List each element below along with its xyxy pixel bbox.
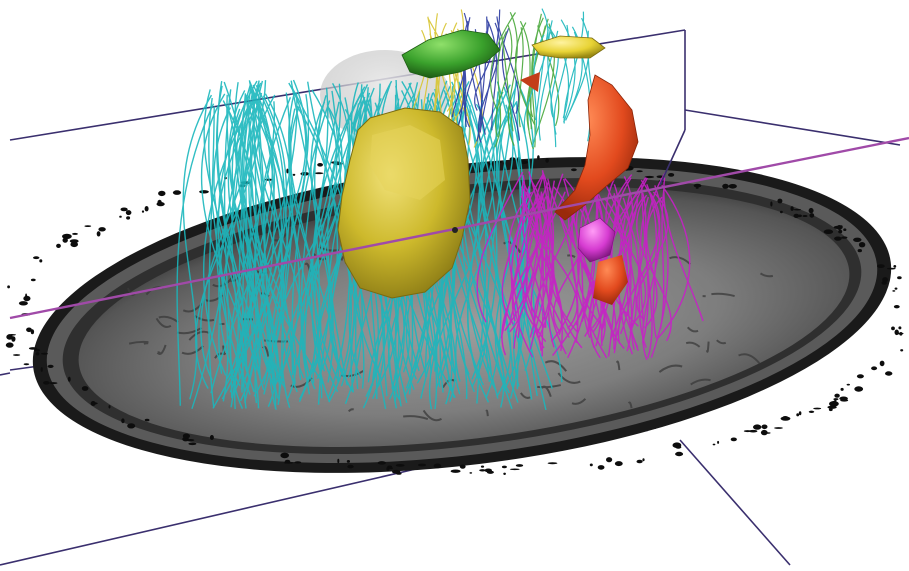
yellow-structure <box>531 35 606 59</box>
magenta-structure <box>577 217 616 263</box>
red-structure-small <box>593 255 628 305</box>
green-structure <box>401 29 501 79</box>
bounding-box-front <box>0 129 686 376</box>
tumor-facet <box>370 125 445 200</box>
red-structure <box>554 74 639 221</box>
red-arrow <box>520 72 540 92</box>
top-fiber-bundle <box>408 8 609 150</box>
crosshair-center <box>452 227 458 233</box>
crosshair-line <box>9 136 909 320</box>
